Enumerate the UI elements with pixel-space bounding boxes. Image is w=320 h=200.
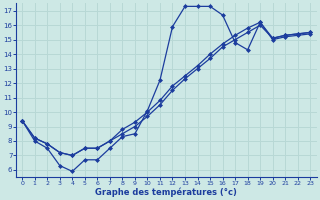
X-axis label: Graphe des températures (°c): Graphe des températures (°c) — [95, 187, 237, 197]
